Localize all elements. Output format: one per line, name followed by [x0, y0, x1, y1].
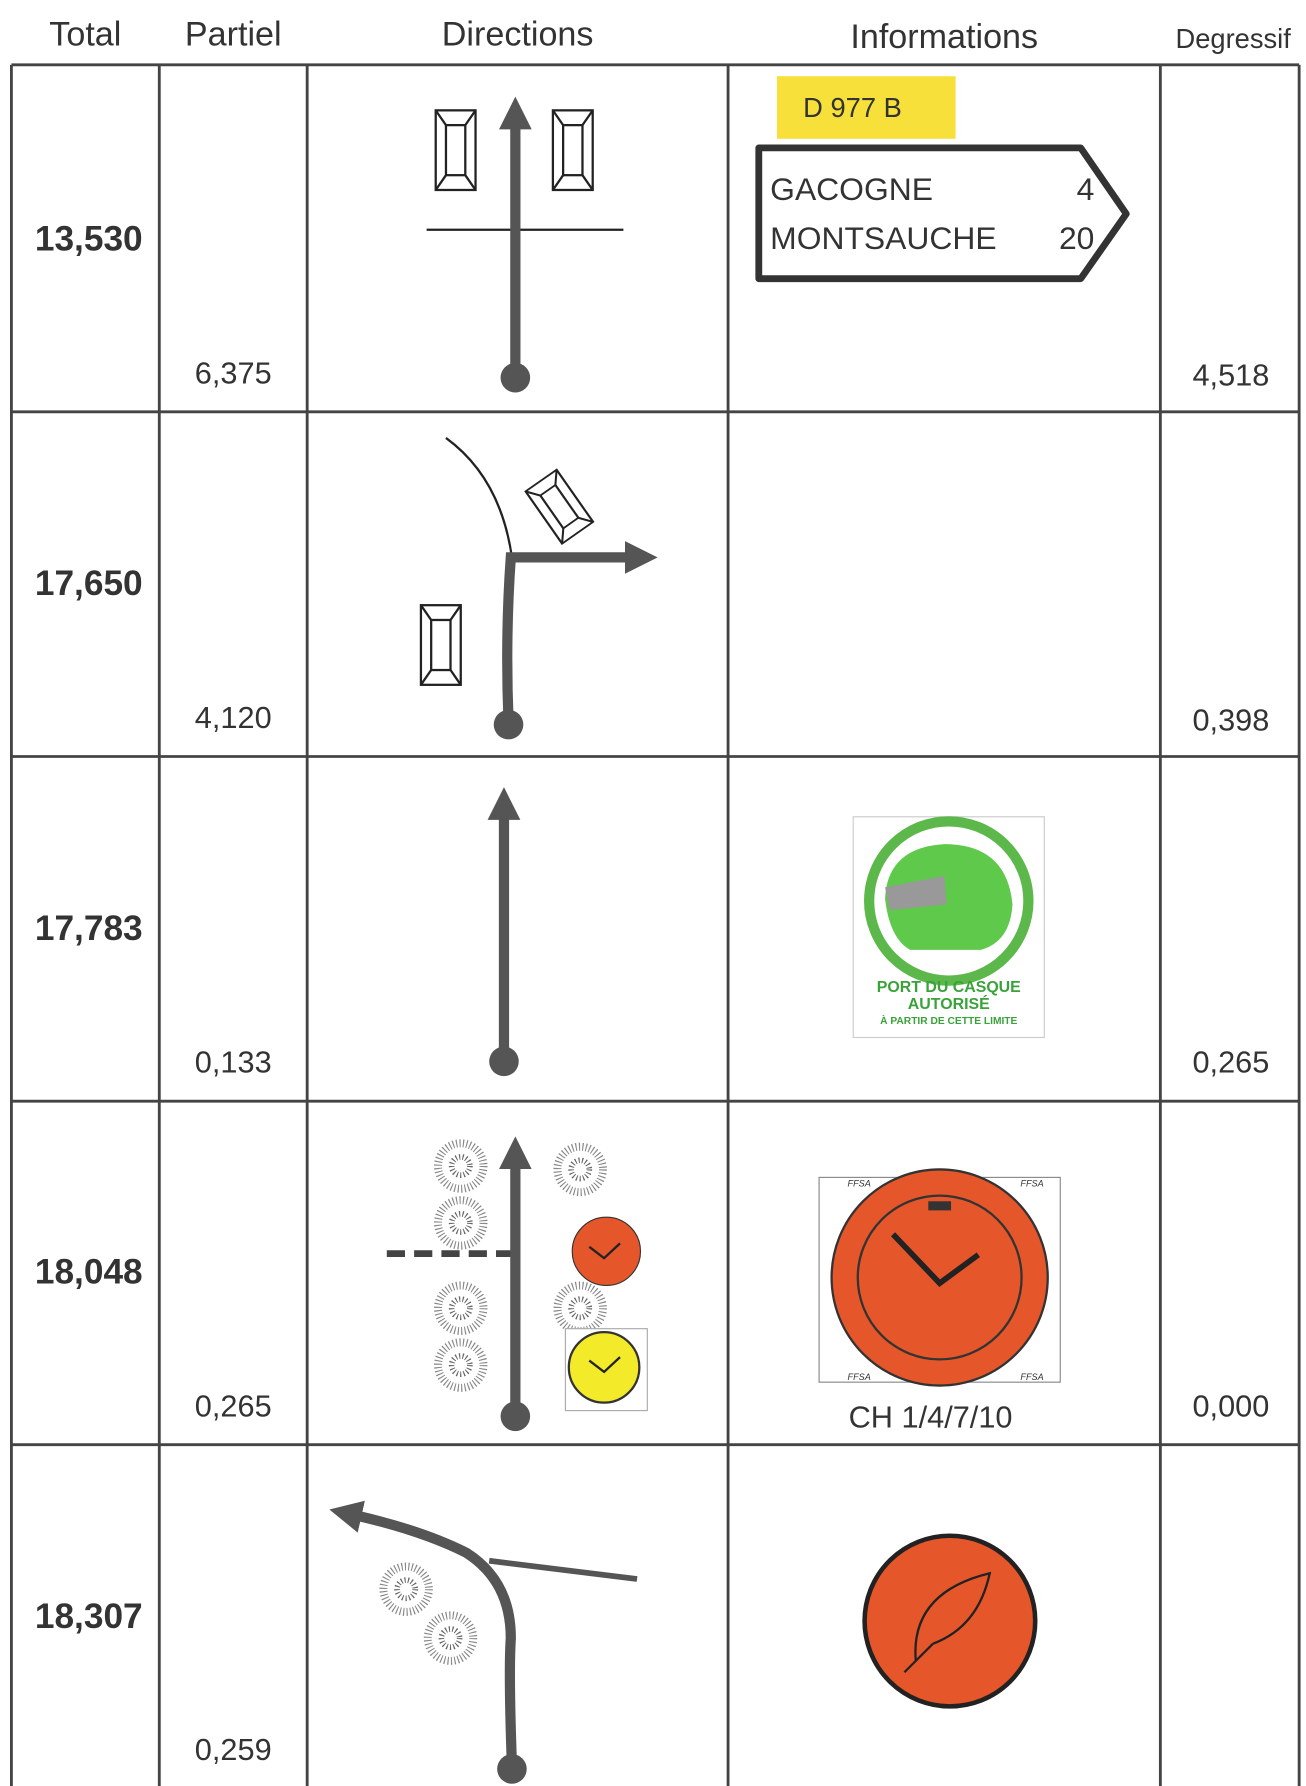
- header-cell: Partiel: [185, 16, 282, 54]
- graphic-line: [488, 1557, 638, 1582]
- partiel: 6,375: [195, 355, 272, 390]
- clock-label: FFSA: [848, 1178, 871, 1188]
- graphic-circle: [500, 1401, 531, 1432]
- graphic-use: [438, 1285, 484, 1331]
- row: 17,650 4,120 0,398: [35, 437, 1269, 740]
- caption: CH 1/4/7/10: [849, 1400, 1013, 1435]
- graphic-use: [551, 109, 594, 192]
- time-control-panel: FFSA FFSA FFSA FFSA: [818, 1168, 1061, 1387]
- graphic-circle: [862, 1533, 1038, 1709]
- sign-place: GACOGNE: [770, 171, 933, 207]
- graphic-circle: [489, 1046, 519, 1077]
- header-cell: Degressif: [1176, 23, 1292, 54]
- graphic-path: [588, 1242, 621, 1260]
- row: 18,307 0,259: [35, 1500, 1038, 1784]
- total: 18,307: [35, 1597, 143, 1636]
- row: 13,530 6,375 4,518 D 977 B GACOGNE 4 MON…: [35, 76, 1269, 393]
- header-cell: Directions: [442, 16, 594, 54]
- clock-label: FFSA: [1020, 1372, 1043, 1382]
- degressif: 0,000: [1192, 1388, 1269, 1423]
- graphic-use: [438, 1342, 484, 1388]
- graphic-use: [383, 1566, 429, 1612]
- graphic-use: [428, 1615, 474, 1661]
- partiel: 0,265: [195, 1388, 272, 1423]
- graphic-path: [890, 1232, 981, 1287]
- partiel: 0,133: [195, 1045, 272, 1080]
- sign-distance: 4: [1077, 171, 1095, 207]
- graphic-circle: [830, 1168, 1049, 1387]
- direction-diagram: [419, 437, 658, 740]
- total: 17,783: [35, 909, 143, 948]
- total: 13,530: [35, 219, 143, 258]
- graphic-circle: [571, 1216, 642, 1287]
- graphic-path: [885, 875, 947, 911]
- graphic-circle: [497, 1754, 527, 1784]
- end-control-panel: [862, 1533, 1038, 1709]
- sign-distance: 20: [1059, 220, 1094, 256]
- direction-diagram: [329, 1500, 638, 1784]
- graphic-use: [557, 1285, 603, 1331]
- graphic-circle: [856, 1194, 1023, 1361]
- header: Total Partiel Directions Informations De…: [49, 16, 1291, 56]
- clock-label: FFSA: [1020, 1178, 1043, 1188]
- graphic-path: [885, 844, 1013, 950]
- degressif: 0,265: [1192, 1045, 1269, 1080]
- graphic-use: [438, 1143, 484, 1189]
- road-number: D 977 B: [803, 92, 902, 123]
- clock-label: FFSA: [848, 1372, 871, 1382]
- graphic-g: [524, 468, 595, 545]
- partiel: 0,259: [195, 1732, 272, 1767]
- header-cell: Informations: [850, 18, 1038, 56]
- partiel: 4,120: [195, 700, 272, 735]
- degressif: 4,518: [1192, 358, 1269, 393]
- graphic-path: [903, 1571, 992, 1674]
- panel-text: AUTORISÉ: [908, 994, 990, 1013]
- graphic-path: [445, 437, 514, 558]
- helmet-panel: PORT DU CASQUE AUTORISÉ À PARTIR DE CETT…: [852, 816, 1045, 1039]
- graphic-circle: [500, 362, 531, 393]
- graphic-use: [524, 468, 595, 545]
- direction-diagram: [426, 96, 624, 393]
- total: 18,048: [35, 1252, 143, 1291]
- graphic-use: [438, 1200, 484, 1246]
- graphic-use: [434, 109, 477, 192]
- direction-diagram: [386, 1136, 648, 1432]
- panel-text: PORT DU CASQUE: [877, 979, 1021, 996]
- graphic-path: [329, 1500, 518, 1771]
- total: 17,650: [35, 564, 143, 603]
- direction-diagram: [487, 787, 521, 1077]
- graphic-use: [557, 1147, 603, 1193]
- row: 18,048 0,265 0,000 FFSA FFSA FFSA FFSA C…: [35, 1136, 1269, 1435]
- panel-text: À PARTIR DE CETTE LIMITE: [880, 1014, 1017, 1027]
- graphic-rect: [928, 1201, 952, 1211]
- direction-sign: [755, 144, 1130, 283]
- header-cell: Total: [49, 16, 121, 54]
- graphic-circle: [567, 1330, 641, 1404]
- degressif: 0,398: [1192, 702, 1269, 737]
- road-label-box: [776, 76, 956, 139]
- row: 17,783 0,133 0,265 PORT DU CASQUE AUTORI…: [35, 787, 1269, 1080]
- graphic-path: [502, 541, 658, 727]
- graphic-use: [419, 604, 462, 686]
- sign-place: MONTSAUCHE: [770, 220, 996, 256]
- graphic-path: [588, 1356, 621, 1374]
- graphic-circle: [493, 709, 524, 740]
- table-grid: [9, 63, 1301, 1786]
